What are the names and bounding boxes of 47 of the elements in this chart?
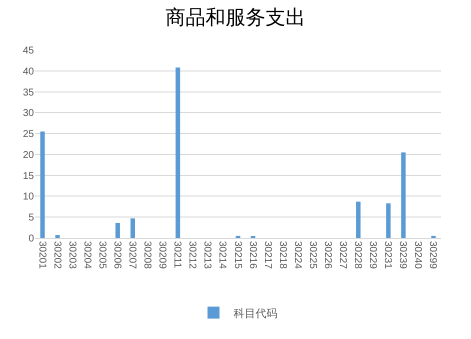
x-tick-label: 30207 — [126, 241, 138, 270]
y-tick-label: 15 — [22, 170, 34, 182]
x-tick-label: 30214 — [216, 241, 228, 270]
x-tick-label: 30203 — [66, 241, 78, 270]
x-tick-label: 30227 — [337, 241, 348, 270]
x-tick-label: 30213 — [202, 241, 213, 270]
bar — [356, 202, 361, 238]
bar — [386, 203, 391, 238]
chart-title: 商品和服务支出 — [166, 5, 306, 30]
y-tick-label: 20 — [22, 150, 34, 161]
y-tick-label: 5 — [28, 212, 34, 224]
y-tick-label: 30 — [22, 108, 34, 120]
x-tick-label: 30240 — [412, 241, 424, 270]
legend-label: 科目代码 — [234, 308, 278, 320]
y-tick-label: 35 — [22, 87, 34, 98]
y-tick-label: 25 — [22, 129, 34, 140]
x-tick-label: 30201 — [36, 241, 48, 270]
bar — [401, 152, 406, 238]
x-tick-label: 30229 — [367, 241, 378, 270]
x-tick-label: 30204 — [81, 241, 92, 270]
x-tick-label: 30211 — [172, 241, 183, 269]
x-tick-label: 30208 — [142, 241, 153, 270]
x-tick-label: 30224 — [292, 241, 303, 270]
x-tick-label: 30206 — [111, 241, 122, 270]
x-tick-label: 30299 — [427, 241, 438, 270]
x-tick-label: 30216 — [246, 241, 258, 270]
x-tick-label: 30202 — [51, 241, 62, 270]
y-tick-label: 40 — [22, 66, 34, 78]
x-tick-label: 30226 — [322, 241, 333, 270]
bar — [40, 131, 45, 238]
y-tick-label: 0 — [28, 234, 34, 244]
x-tick-label: 30231 — [382, 241, 394, 270]
bar — [55, 235, 60, 238]
x-tick-label: 30228 — [352, 241, 364, 270]
x-tick-label: 30212 — [186, 241, 198, 270]
x-tick-label: 30218 — [276, 241, 288, 270]
x-tick-label: 30209 — [156, 241, 168, 270]
y-tick-label: 45 — [22, 46, 34, 56]
x-tick-label: 30225 — [306, 241, 318, 270]
y-tick-label: 10 — [22, 192, 34, 203]
x-tick-label: 30215 — [232, 241, 243, 270]
bar — [130, 218, 135, 238]
x-tick-label: 30239 — [397, 241, 408, 270]
x-tick-label: 30205 — [96, 241, 108, 270]
bar — [176, 68, 180, 238]
x-tick-label: 30217 — [262, 241, 273, 270]
bar — [115, 222, 120, 238]
